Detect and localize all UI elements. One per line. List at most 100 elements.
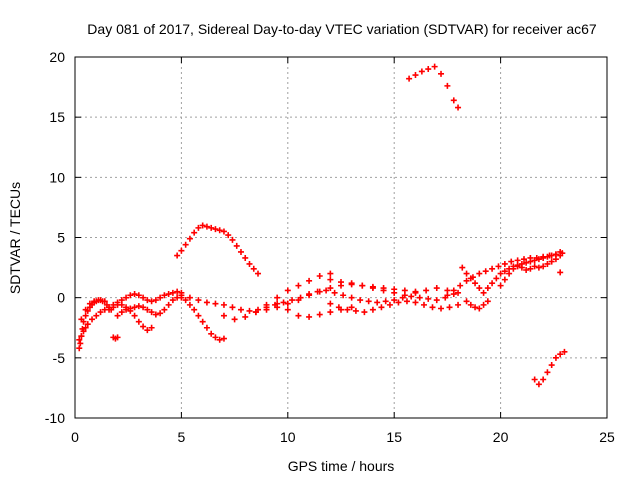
data-point [306, 313, 313, 320]
data-point [199, 318, 206, 325]
data-point [191, 229, 198, 236]
series-arc-1 [76, 288, 185, 343]
data-point [501, 276, 508, 283]
data-point [157, 310, 164, 317]
data-point [93, 312, 100, 319]
data-point [531, 376, 538, 383]
data-point [527, 265, 534, 272]
series-arc-9 [220, 270, 334, 323]
data-point [518, 264, 525, 271]
data-point [89, 316, 96, 323]
data-point [135, 292, 142, 299]
data-point [289, 297, 296, 304]
data-point [540, 254, 547, 261]
data-point [280, 299, 287, 306]
y-tick-label: 5 [57, 230, 65, 246]
series-arc-17 [463, 298, 491, 312]
data-point [335, 304, 342, 311]
data-point [420, 301, 427, 308]
data-point [178, 247, 185, 254]
data-point [182, 297, 189, 304]
data-point [540, 263, 547, 270]
data-point [463, 298, 470, 305]
data-point [131, 291, 138, 298]
data-point [480, 289, 487, 296]
data-point [148, 324, 155, 331]
data-point [365, 298, 372, 305]
data-point [208, 330, 215, 337]
data-point [429, 304, 436, 311]
data-point [203, 299, 210, 306]
data-point [323, 287, 330, 294]
x-tick-label: 0 [71, 429, 79, 445]
data-point [425, 295, 432, 302]
data-point [489, 280, 496, 287]
data-point [476, 305, 483, 312]
data-point [327, 309, 334, 316]
data-point [348, 304, 355, 311]
data-point [195, 312, 202, 319]
data-point [306, 292, 313, 299]
data-point [416, 294, 423, 301]
data-point [186, 235, 193, 242]
data-point [135, 303, 142, 310]
data-point [148, 298, 155, 305]
data-point [438, 305, 445, 312]
data-point [199, 222, 206, 229]
data-point [152, 297, 159, 304]
data-point [252, 309, 259, 316]
data-point [208, 224, 215, 231]
data-point [386, 301, 393, 308]
data-point [131, 312, 138, 319]
data-point [97, 309, 104, 316]
data-point [391, 297, 398, 304]
data-point [412, 299, 419, 306]
data-point [540, 376, 547, 383]
data-point [395, 299, 402, 306]
data-point [484, 285, 491, 292]
data-point [91, 298, 98, 305]
data-point [369, 283, 376, 290]
data-point [144, 327, 151, 334]
data-point [295, 282, 302, 289]
data-point [157, 294, 164, 301]
axis-ticks: 0 5 10 15 20 25 -10 -5 0 5 10 15 20 [45, 49, 615, 445]
data-point [406, 75, 413, 82]
data-point [535, 264, 542, 271]
data-point [316, 288, 323, 295]
data-point [203, 324, 210, 331]
data-point [412, 288, 419, 295]
data-point [497, 270, 504, 277]
data-point [237, 306, 244, 313]
data-point [510, 265, 517, 272]
data-point [361, 309, 368, 316]
data-point [165, 301, 172, 308]
data-point [220, 335, 227, 342]
chart-title: Day 081 of 2017, Sidereal Day-to-day VTE… [87, 21, 597, 37]
data-point [274, 294, 281, 301]
series-arc-7 [174, 222, 262, 277]
data-point [127, 292, 134, 299]
data-point [527, 258, 534, 265]
data-point [195, 297, 202, 304]
data-point [480, 301, 487, 308]
data-point [327, 276, 334, 283]
data-point [263, 306, 270, 313]
data-point [457, 282, 464, 289]
data-point [450, 287, 457, 294]
data-point [178, 292, 185, 299]
data-point [369, 306, 376, 313]
data-point [455, 104, 462, 111]
data-point [544, 253, 551, 260]
data-point [84, 321, 91, 328]
data-point [77, 340, 84, 347]
data-point [497, 282, 504, 289]
data-point [467, 275, 474, 282]
grid-lines [75, 57, 607, 418]
y-tick-label: -5 [53, 350, 66, 366]
data-point [225, 232, 232, 239]
data-point [446, 304, 453, 311]
data-point [295, 297, 302, 304]
data-point [374, 299, 381, 306]
series-arc-5 [106, 301, 155, 334]
